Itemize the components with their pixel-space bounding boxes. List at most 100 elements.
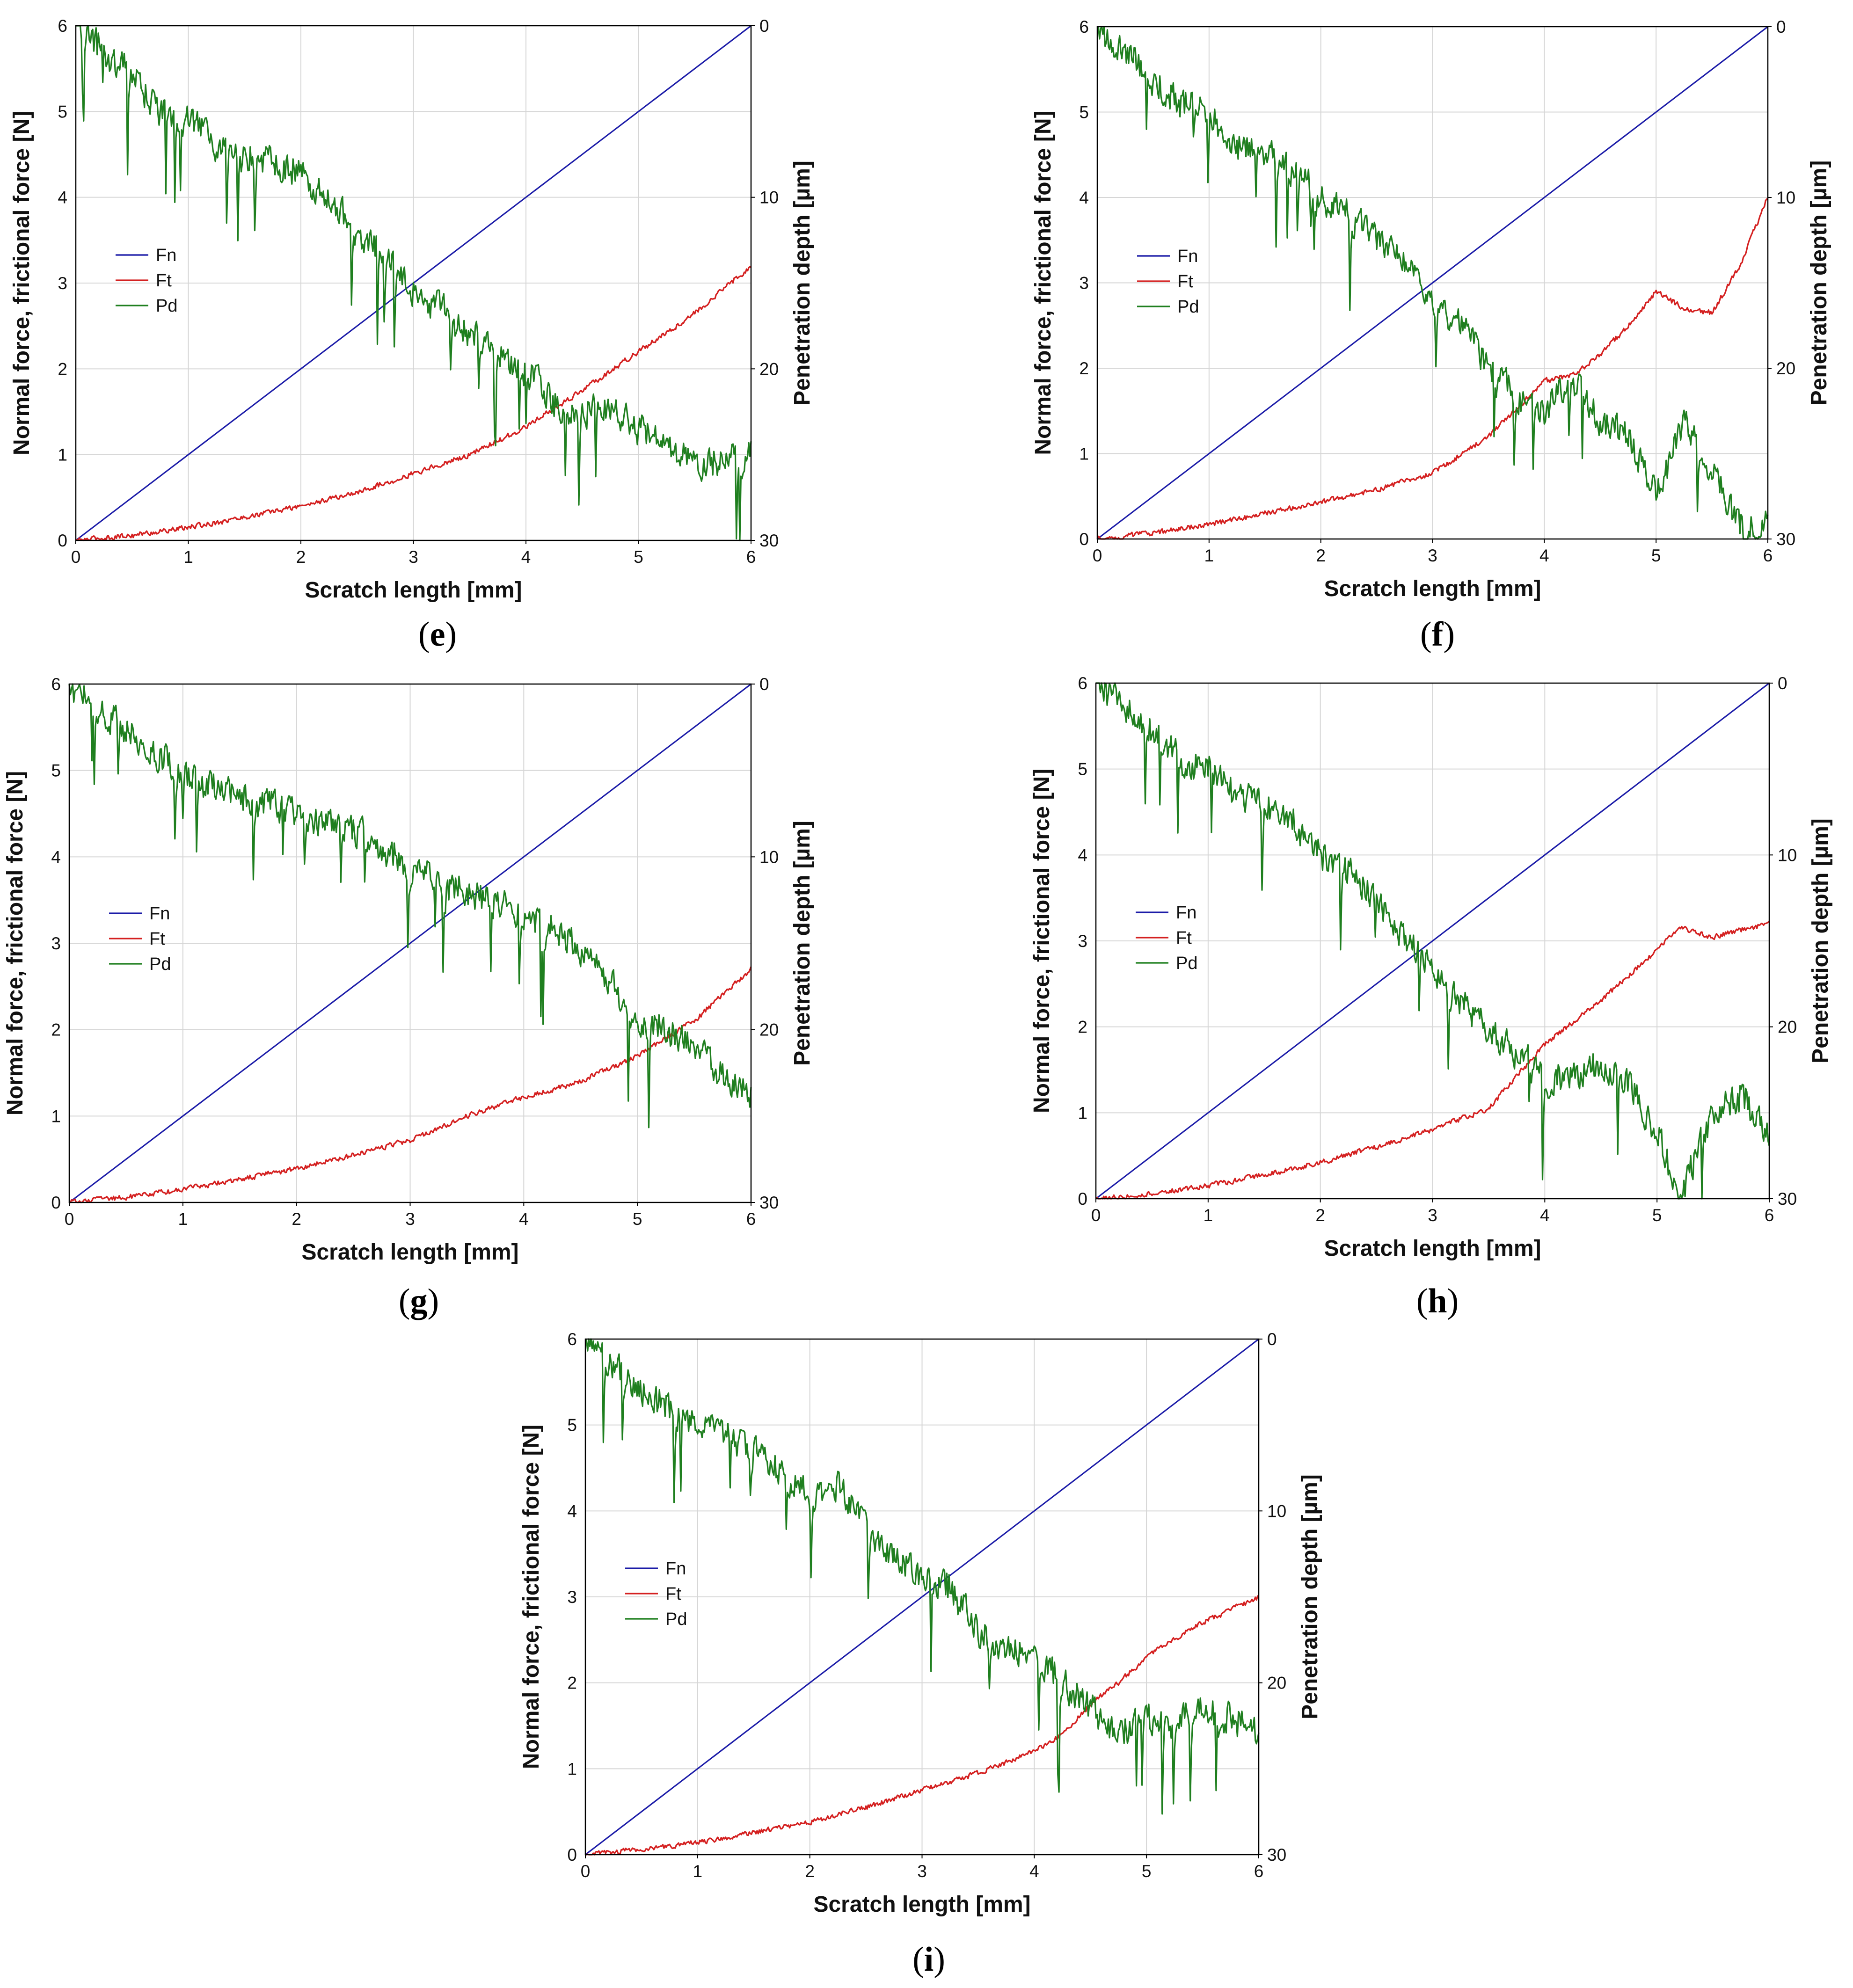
y-right-tick-label: 20 <box>1267 1674 1286 1693</box>
y-tick-label: 3 <box>51 934 61 953</box>
legend-label-fn: Fn <box>1177 247 1198 266</box>
y-tick-label: 6 <box>1078 674 1087 693</box>
legend-label-ft: Ft <box>1177 272 1193 291</box>
caption-paren-close: ) <box>1443 615 1455 654</box>
y-tick-label: 4 <box>1078 845 1087 865</box>
series-line-ft <box>75 266 751 541</box>
y-right-tick-label: 10 <box>759 188 779 207</box>
y-right-axis-label: Penetration depth [µm] <box>1808 818 1833 1063</box>
y-tick-label: 5 <box>1079 103 1089 122</box>
x-axis-label: Scratch length [mm] <box>305 578 522 603</box>
legend-label-fn: Fn <box>665 1559 686 1579</box>
y-tick-label: 0 <box>51 1193 61 1212</box>
caption-letter: h <box>1428 1282 1447 1320</box>
legend-label-pd: Pd <box>1177 297 1199 317</box>
y-tick-label: 2 <box>51 1020 61 1040</box>
y-tick-label: 5 <box>567 1416 577 1435</box>
series-line-pd <box>1096 682 1770 1200</box>
x-tick-label: 3 <box>917 1862 927 1881</box>
y-right-tick-label: 0 <box>1778 674 1787 693</box>
x-tick-label: 5 <box>633 1209 642 1229</box>
x-tick-label: 4 <box>1029 1862 1039 1881</box>
x-tick-label: 6 <box>746 547 756 567</box>
x-tick-label: 5 <box>634 547 643 567</box>
y-right-tick-label: 30 <box>1776 530 1795 549</box>
legend: Fn Ft Pd <box>116 246 177 316</box>
y-tick-label: 2 <box>567 1674 577 1693</box>
y-tick-label: 3 <box>1078 932 1087 951</box>
panel-caption: (e) <box>418 615 457 654</box>
caption-paren-close: ) <box>934 1940 945 1979</box>
y-tick-label: 0 <box>567 1845 577 1864</box>
x-tick-label: 0 <box>581 1862 591 1881</box>
y-tick-label: 2 <box>1078 1018 1087 1037</box>
legend-label-pd: Pd <box>1176 954 1197 973</box>
y-tick-label: 6 <box>567 1330 577 1349</box>
y-right-tick-label: 10 <box>1778 845 1797 865</box>
y-right-tick-label: 10 <box>759 847 779 867</box>
caption-paren-open: ( <box>1420 615 1432 654</box>
y-tick-label: 2 <box>58 359 67 379</box>
x-tick-label: 1 <box>1204 1206 1213 1225</box>
legend-label-ft: Ft <box>1176 928 1192 948</box>
y-right-tick-label: 20 <box>759 1020 779 1040</box>
y-axis-label: Normal force, frictional force [N] <box>1031 110 1056 455</box>
y-tick-label: 4 <box>1079 188 1089 207</box>
y-right-tick-label: 30 <box>759 531 779 550</box>
legend-label-pd: Pd <box>156 296 177 316</box>
panel-caption: (g) <box>399 1282 439 1320</box>
legend-label-fn: Fn <box>149 904 170 924</box>
x-axis-label: Scratch length [mm] <box>813 1892 1030 1917</box>
y-right-tick-label: 0 <box>759 16 769 36</box>
panel-caption: (i) <box>912 1940 945 1979</box>
caption-paren-open: ( <box>912 1940 924 1979</box>
series-line-pd <box>76 25 752 541</box>
y-right-tick-label: 0 <box>1776 17 1786 36</box>
chart-panel-i: 0 1 2 3 4 5 6 0 1 2 3 4 5 6 0 10 20 30 Scratch length [mm]… <box>519 1330 1322 1979</box>
x-tick-label: 0 <box>1093 546 1102 565</box>
chart-panel-e: 0 1 2 3 4 5 6 0 1 2 3 4 5 6 0 10 20 30 Scratch length [mm]… <box>9 16 815 654</box>
y-tick-label: 4 <box>51 847 61 867</box>
caption-paren-open: ( <box>418 615 430 654</box>
y-tick-label: 3 <box>58 274 67 293</box>
series-line-pd <box>584 1338 1260 1815</box>
y-right-axis-label: Penetration depth [µm] <box>1807 160 1831 406</box>
y-tick-label: 4 <box>567 1501 577 1521</box>
x-tick-label: 0 <box>71 547 81 567</box>
caption-paren-close: ) <box>445 615 457 654</box>
x-tick-label: 2 <box>805 1862 815 1881</box>
legend-label-ft: Ft <box>156 271 172 291</box>
x-tick-label: 5 <box>1651 546 1661 565</box>
x-tick-label: 2 <box>1315 1206 1325 1225</box>
y-axis-label: Normal force, frictional force [N] <box>3 771 28 1115</box>
y-right-tick-label: 10 <box>1776 188 1795 207</box>
y-right-tick-label: 10 <box>1267 1501 1286 1521</box>
x-tick-label: 1 <box>1204 546 1214 565</box>
y-tick-label: 6 <box>51 675 61 694</box>
x-tick-label: 5 <box>1652 1206 1662 1225</box>
y-tick-label: 1 <box>1078 1103 1087 1122</box>
y-right-axis-label: Penetration depth [µm] <box>790 821 815 1066</box>
y-right-tick-label: 30 <box>759 1193 779 1212</box>
legend-label-fn: Fn <box>156 246 176 265</box>
series-line-fn <box>69 683 751 1203</box>
y-tick-label: 5 <box>1078 760 1087 779</box>
y-axis-label: Normal force, frictional force [N] <box>1029 769 1054 1113</box>
legend: Fn Ft Pd <box>1136 903 1197 973</box>
series-line-pd <box>1097 26 1769 540</box>
caption-paren-open: ( <box>1416 1282 1428 1320</box>
x-axis-label: Scratch length [mm] <box>301 1240 518 1265</box>
chart-panel-f: 0 1 2 3 4 5 6 0 1 2 3 4 5 6 0 10 20 30 Scratch length [mm]… <box>1031 17 1831 654</box>
caption-letter: f <box>1432 615 1444 654</box>
legend-label-ft: Ft <box>149 929 165 949</box>
series-line-fn <box>1097 26 1768 540</box>
y-right-tick-label: 30 <box>1267 1845 1286 1864</box>
y-tick-label: 6 <box>1079 17 1089 36</box>
legend: Fn Ft Pd <box>1137 247 1199 317</box>
x-tick-label: 4 <box>521 547 531 567</box>
caption-letter: e <box>430 615 445 654</box>
y-tick-label: 3 <box>567 1587 577 1607</box>
legend-label-pd: Pd <box>665 1609 687 1629</box>
x-tick-label: 2 <box>1316 546 1326 565</box>
series-line-ft <box>585 1595 1260 1856</box>
